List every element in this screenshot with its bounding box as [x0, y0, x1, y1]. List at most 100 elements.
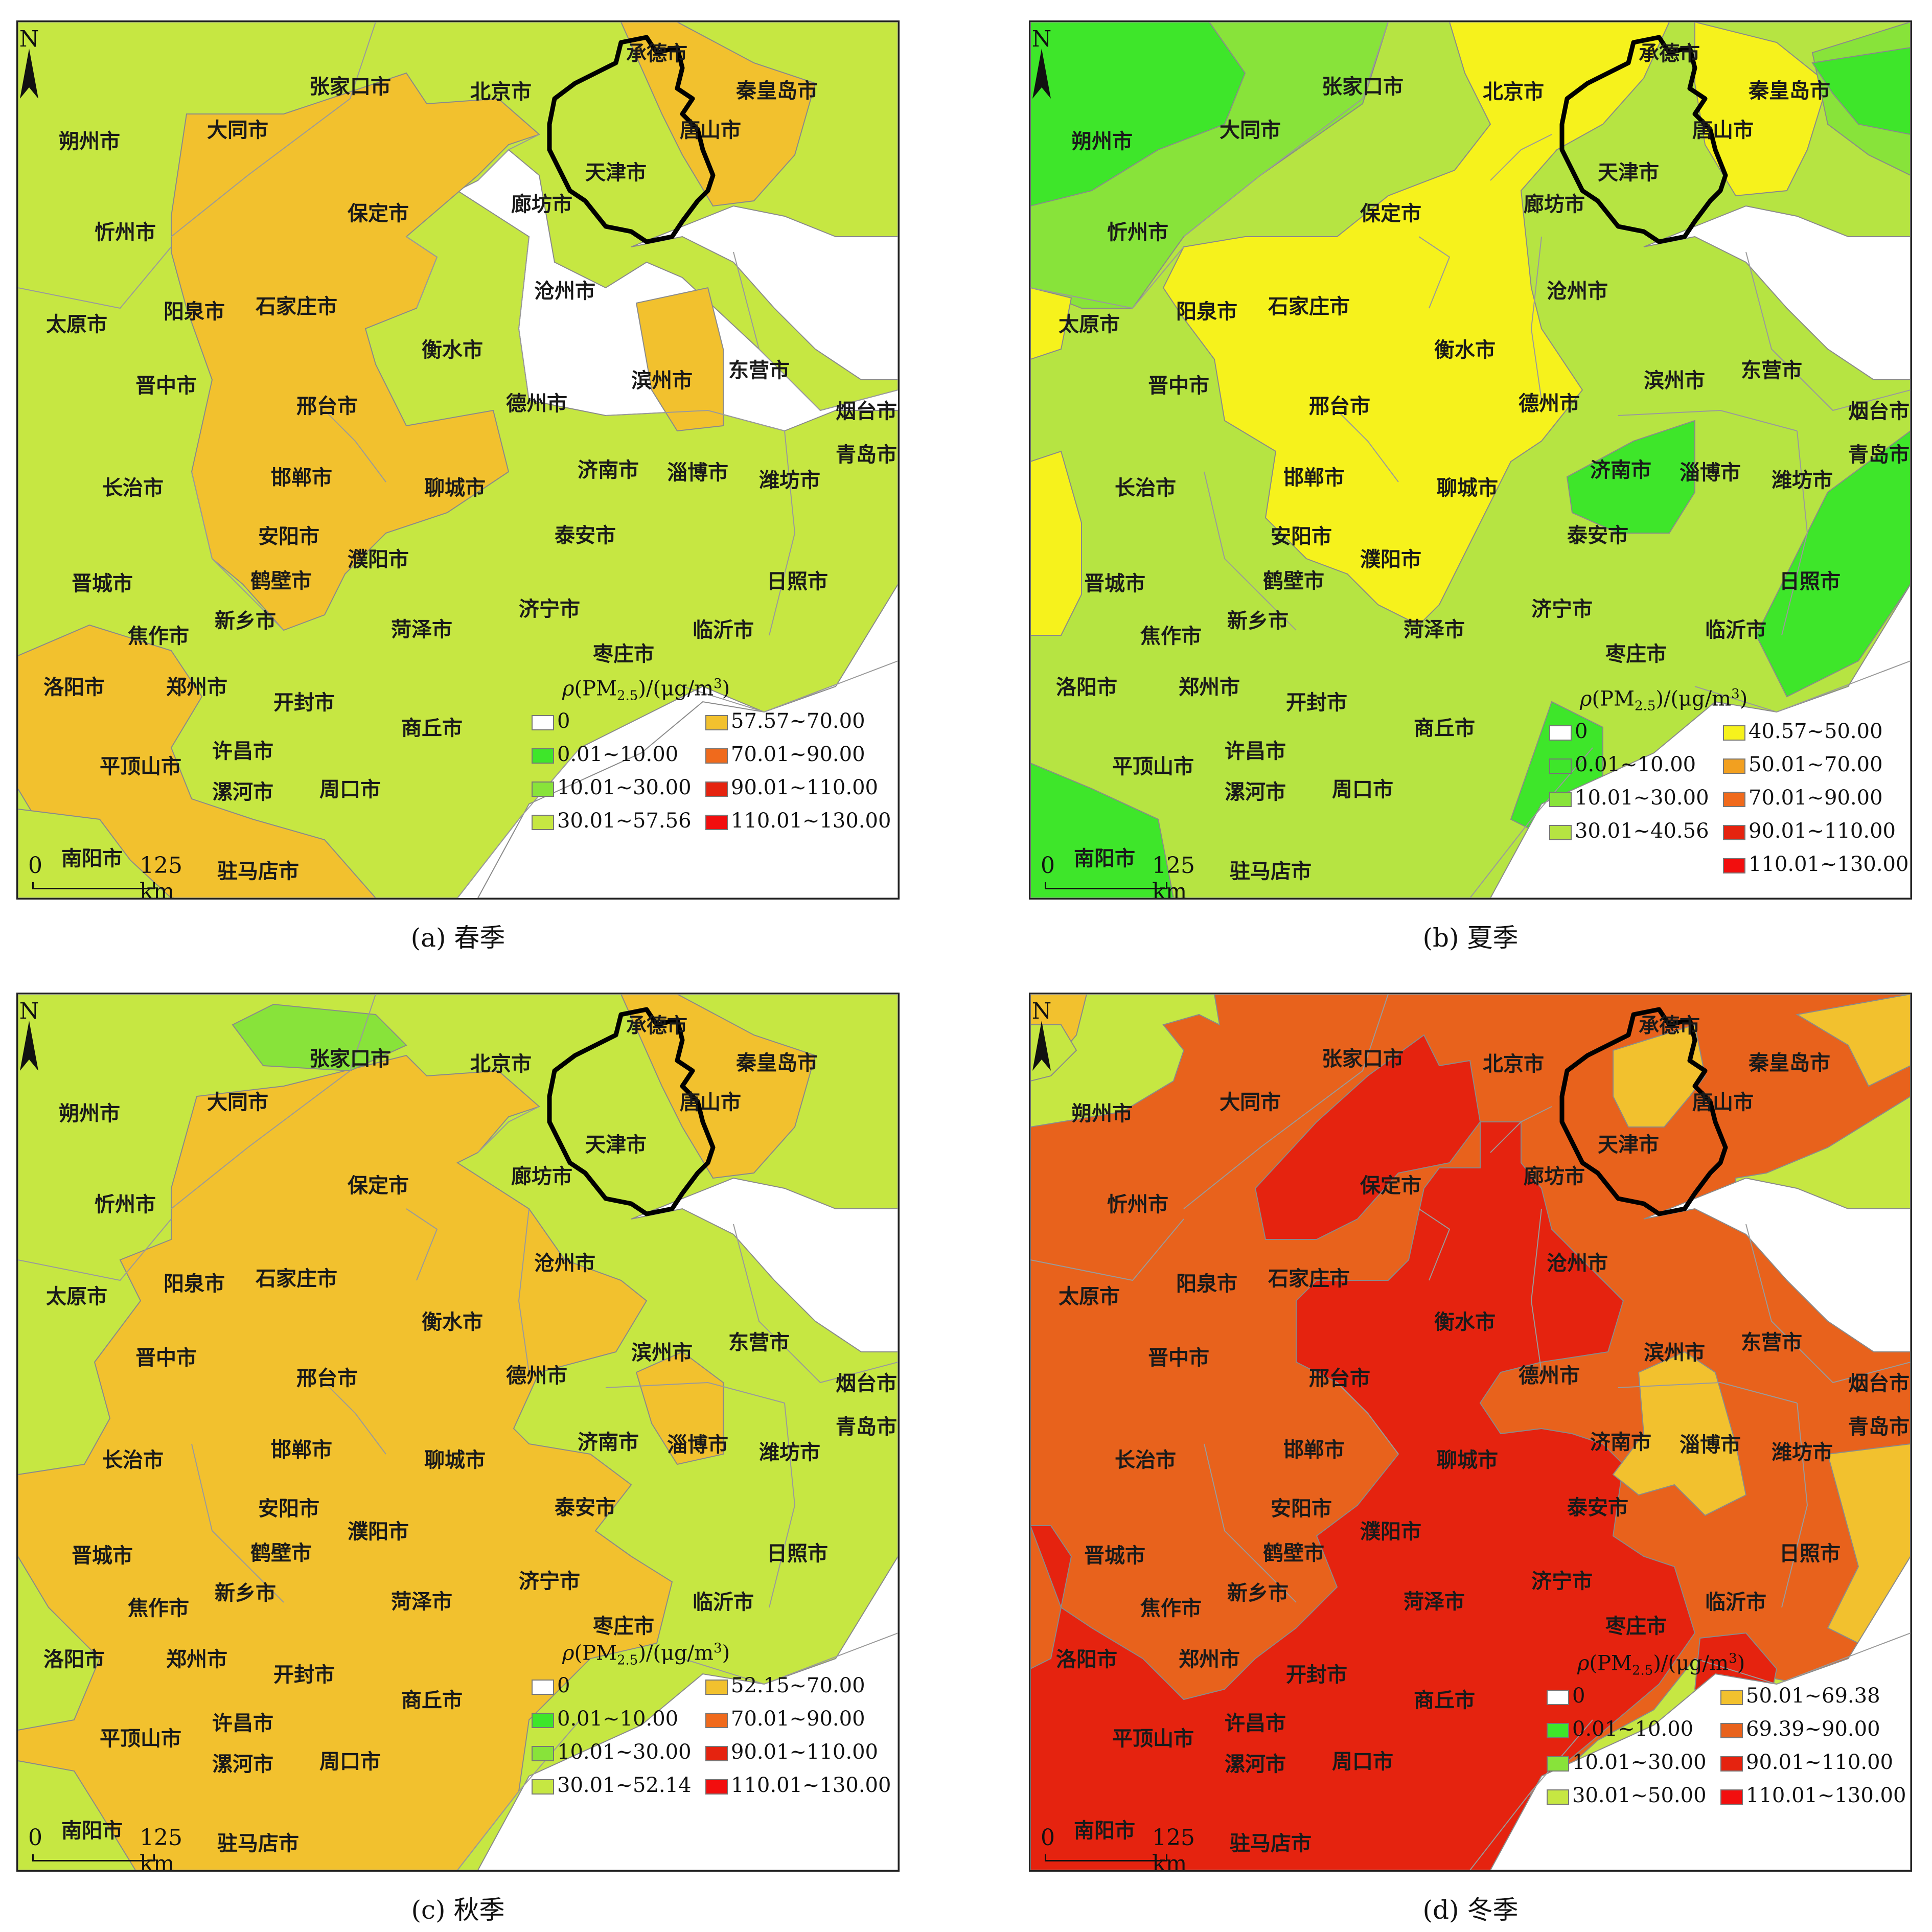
legend-label: 0: [1572, 1684, 1585, 1708]
legend-label: 70.01~90.00: [1749, 786, 1883, 810]
city-label: 日照市: [1779, 569, 1841, 593]
city-label: 太原市: [46, 1284, 107, 1308]
legend-item: 110.01~130.00: [705, 1772, 891, 1799]
panel-caption: (b) 夏季: [1422, 923, 1519, 953]
region-2: [620, 22, 816, 207]
city-label: 晋城市: [72, 1544, 133, 1568]
province-border: [1204, 471, 1297, 631]
legend-item: 0: [1547, 1683, 1585, 1709]
city-label: 晋中市: [135, 374, 197, 398]
legend-title-main: (PM: [574, 677, 617, 701]
city-label: 太原市: [46, 312, 107, 336]
city-label: 临沂市: [1705, 1590, 1766, 1614]
province-border: [682, 1632, 898, 1685]
scale-bar: 0 125 km: [1041, 853, 1235, 898]
city-label: 泰安市: [1567, 523, 1628, 547]
region-5: [1612, 1351, 1747, 1516]
city-label: 忻州市: [95, 1192, 156, 1216]
city-label: 济宁市: [519, 597, 580, 621]
outer-area: [477, 1555, 898, 1870]
north-arrow-icon: N: [1032, 998, 1051, 1071]
city-label: 秦皇岛市: [736, 79, 818, 103]
city-label: 石家庄市: [1268, 294, 1350, 318]
city-label: 天津市: [1598, 1133, 1659, 1157]
legend-title: ρ(PM2.5)/(μg/m3): [1580, 686, 1747, 714]
city-label: 平顶山市: [100, 754, 181, 778]
city-label: 廊坊市: [511, 1164, 572, 1188]
legend-label: 70.01~90.00: [731, 743, 865, 766]
legend-item: 30.01~40.56: [1549, 818, 1709, 844]
legend-title-main: (PM: [574, 1641, 617, 1665]
legend-label: 30.01~52.14: [557, 1774, 692, 1797]
scale-end-label: 125 km: [1152, 1825, 1195, 1872]
city-label: 阳泉市: [164, 300, 225, 324]
city-label: 商丘市: [401, 1688, 463, 1712]
city-label: 菏泽市: [1404, 1590, 1465, 1614]
province-border: [1745, 251, 1911, 411]
province-border: [1490, 1106, 1552, 1153]
legend-title-unit: )/(μg/m: [638, 1641, 714, 1665]
legend-swatch: [1723, 825, 1745, 840]
city-label: 阳泉市: [1176, 1272, 1237, 1296]
city-label: 焦作市: [1140, 624, 1202, 648]
province-border: [18, 1218, 172, 1281]
city-label: 焦作市: [1140, 1596, 1202, 1620]
city-label: 德州市: [506, 392, 567, 416]
city-label: 安阳市: [258, 1497, 319, 1521]
city-label: 晋中市: [1148, 1346, 1209, 1370]
legend-item: 90.01~110.00: [1723, 818, 1896, 844]
legend-swatch: [1547, 1789, 1569, 1805]
map-frame: 承德市 张家口市 北京市 秦皇岛市 朔州市 大同市 唐山市 天津市 保定市 廊坊市 忻州市 石家庄市 沧…: [1029, 20, 1912, 900]
legend-title: ρ(PM2.5)/(μg/m3): [562, 1641, 730, 1668]
legend-item: 70.01~90.00: [705, 1706, 865, 1732]
legend: ρ(PM2.5)/(μg/m3) 0 50.01~69.38 0.01~10.00 69…: [1547, 1651, 1910, 1855]
legend: ρ(PM2.5)/(μg/m3) 0 40.57~50.00 0.01~10.00 50…: [1549, 686, 1911, 891]
outer-area: [477, 583, 898, 898]
city-label: 张家口市: [309, 1047, 391, 1071]
city-label: 朔州市: [1071, 1101, 1133, 1125]
province-border: [1694, 1632, 1911, 1685]
region-8: [1613, 1024, 1706, 1128]
legend-title-sup: 3: [1729, 1651, 1737, 1666]
city-label: 焦作市: [128, 1596, 189, 1620]
scale-end-label: 125 km: [140, 853, 182, 900]
legend-swatch: [532, 1680, 554, 1695]
legend-title-end: ): [1737, 1651, 1745, 1675]
province-border: [518, 1208, 530, 1373]
city-label: 平顶山市: [100, 1727, 181, 1751]
city-label: 安阳市: [1271, 1497, 1332, 1521]
city-label: 晋城市: [1084, 1544, 1145, 1568]
city-label: 邢台市: [296, 394, 358, 418]
legend-item: 69.39~90.00: [1720, 1716, 1880, 1742]
city-label: 商丘市: [401, 716, 463, 740]
legend-swatch: [1720, 1723, 1743, 1738]
province-border: [733, 251, 898, 411]
province-border: [1618, 409, 1798, 431]
legend-label: 52.15~70.00: [731, 1674, 865, 1697]
region-2: [1030, 1121, 1696, 1870]
scale-bar: 0 125 km: [28, 1825, 222, 1870]
province-border: [406, 236, 438, 309]
province-border: [1618, 1382, 1798, 1404]
city-label: 长治市: [102, 1448, 164, 1472]
city-label: 新乡市: [215, 1581, 276, 1605]
legend-label: 110.01~130.00: [731, 809, 891, 833]
legend-item: 0: [532, 708, 570, 734]
province-border: [1530, 1208, 1542, 1373]
city-label: 聊城市: [1437, 1448, 1498, 1472]
legend-item: 70.01~90.00: [705, 741, 865, 768]
city-label: 平顶山市: [1112, 754, 1194, 778]
city-label: 枣庄市: [592, 642, 654, 666]
city-label: 新乡市: [215, 609, 276, 633]
city-label: 邯郸市: [1283, 466, 1345, 490]
city-label: 鹤壁市: [1263, 1541, 1324, 1565]
city-label: 驻马店市: [1230, 859, 1312, 883]
city-label: 日照市: [1779, 1542, 1841, 1566]
province-border: [1183, 22, 1389, 237]
city-label: 滨州市: [631, 369, 693, 393]
legend-item: 110.01~130.00: [705, 808, 891, 834]
legend-item: 30.01~50.00: [1547, 1782, 1707, 1809]
